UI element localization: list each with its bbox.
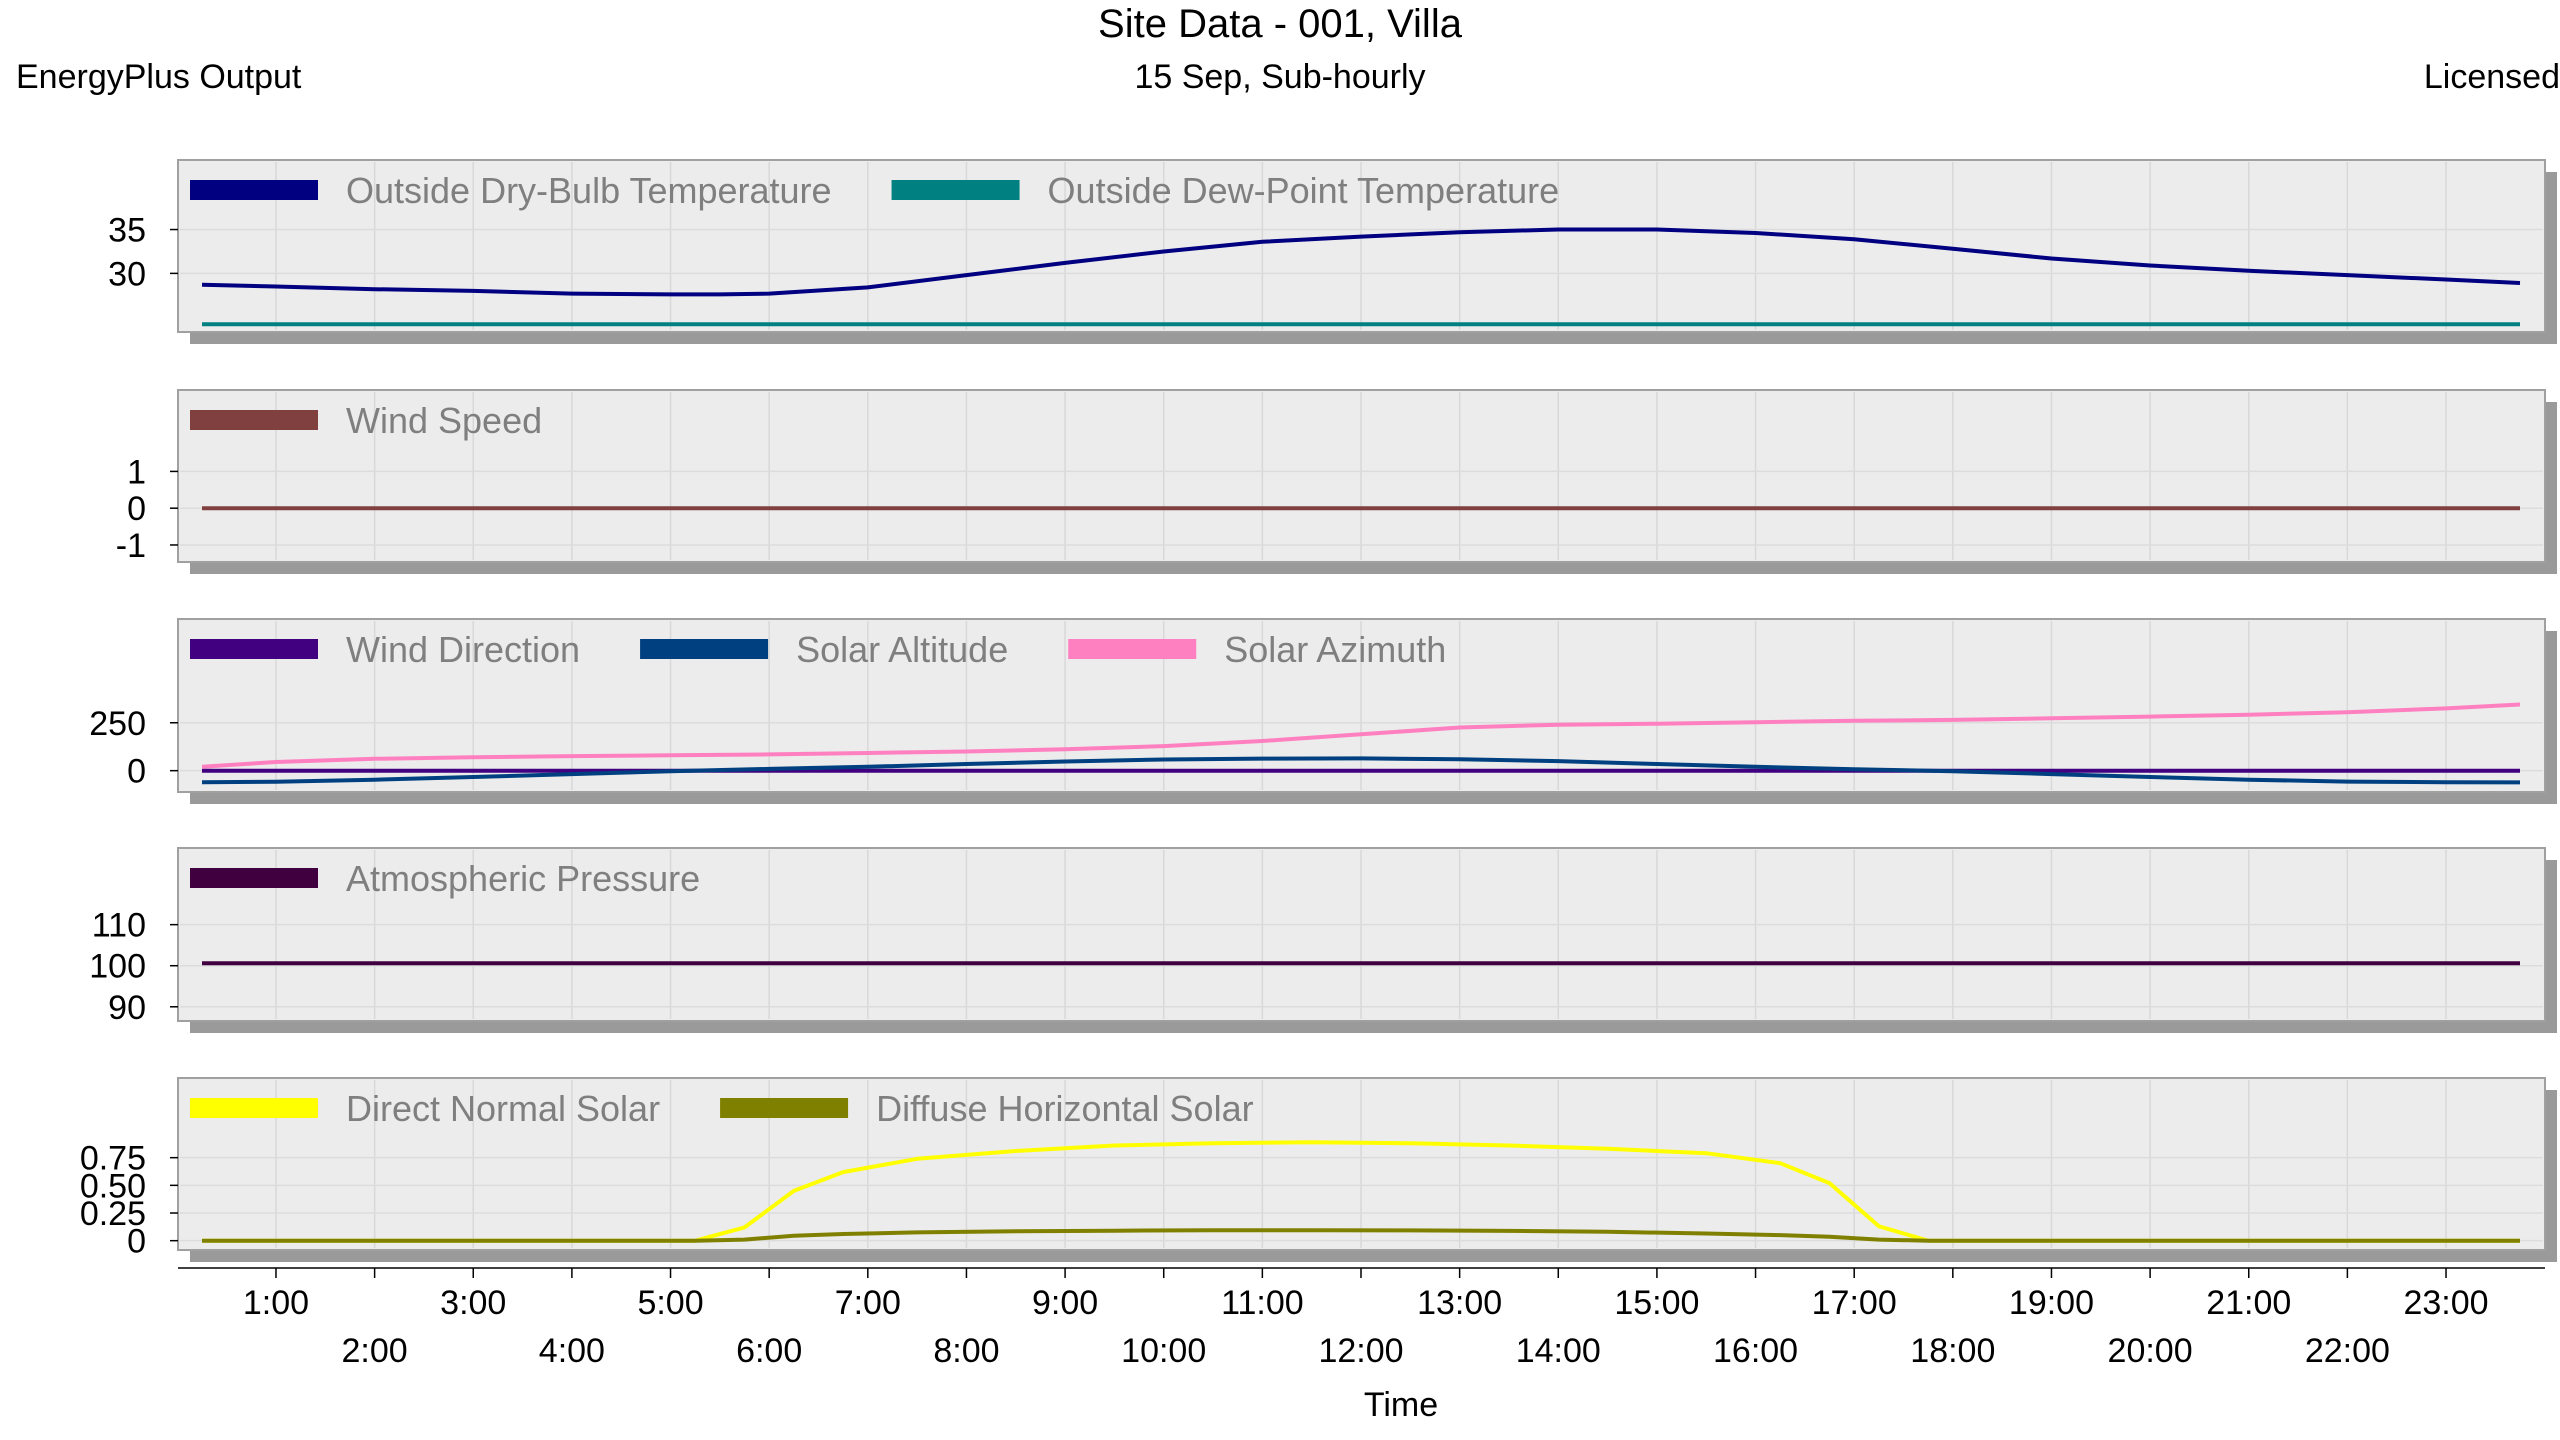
x-axis-title: Time	[1364, 1386, 1438, 1424]
legend-swatch-outside-dry-bulb-temperature	[190, 180, 318, 200]
license-label: Licensed	[2423, 58, 2560, 96]
x-tick-label: 8:00	[933, 1332, 999, 1370]
legend-swatch-outside-dew-point-temperature	[891, 180, 1020, 200]
y-tick-label: 250	[89, 705, 146, 743]
y-tick-label: 0.75	[80, 1140, 146, 1178]
x-tick-label: 7:00	[835, 1284, 901, 1322]
y-tick-label: 0	[127, 1223, 146, 1261]
x-tick-label: 9:00	[1032, 1284, 1098, 1322]
x-tick-label: 21:00	[2206, 1284, 2291, 1322]
legend-swatch-wind-speed	[190, 410, 318, 430]
x-tick-label: 2:00	[342, 1332, 408, 1370]
y-tick-label: 0	[127, 753, 146, 791]
legend-label-outside-dry-bulb-temperature: Outside Dry-Bulb Temperature	[346, 170, 832, 211]
y-tick-label: 0.50	[80, 1167, 146, 1205]
legend-swatch-diffuse-horizontal-solar	[720, 1098, 849, 1118]
y-tick-label: 0	[127, 490, 146, 528]
chart-subtitle: 15 Sep, Sub-hourly	[1134, 58, 1426, 96]
x-tick-label: 15:00	[1614, 1284, 1699, 1322]
x-tick-label: 20:00	[2108, 1332, 2193, 1370]
x-tick-label: 11:00	[1221, 1284, 1304, 1322]
x-tick-label: 16:00	[1713, 1332, 1798, 1370]
x-tick-label: 1:00	[243, 1284, 309, 1322]
x-tick-label: 14:00	[1516, 1332, 1601, 1370]
legend-label-diffuse-horizontal-solar: Diffuse Horizontal Solar	[876, 1088, 1254, 1129]
series-line-solar-altitude	[201, 756, 2521, 785]
y-tick-label: 90	[108, 989, 146, 1027]
x-tick-label: 6:00	[736, 1332, 802, 1370]
x-tick-label: 3:00	[440, 1284, 506, 1322]
x-tick-label: 23:00	[2403, 1284, 2488, 1322]
x-tick-label: 18:00	[1910, 1332, 1995, 1370]
y-tick-label: 110	[92, 907, 146, 945]
x-tick-label: 19:00	[2009, 1284, 2094, 1322]
legend-label-wind-speed: Wind Speed	[346, 400, 542, 441]
x-tick-label: 4:00	[539, 1332, 605, 1370]
legend-label-solar-azimuth: Solar Azimuth	[1224, 629, 1446, 670]
x-tick-label: 12:00	[1318, 1332, 1403, 1370]
legend-swatch-direct-normal-solar	[190, 1098, 318, 1118]
chart-title: Site Data - 001, Villa	[1098, 2, 1462, 46]
output-label: EnergyPlus Output	[16, 58, 302, 96]
legend-label-wind-direction: Wind Direction	[346, 629, 580, 670]
y-tick-label: 30	[108, 255, 146, 293]
x-tick-label: 5:00	[637, 1284, 703, 1322]
series-line-direct-normal-solar	[202, 1140, 2520, 1243]
y-tick-label: 0.25	[80, 1195, 146, 1233]
legend-label-direct-normal-solar: Direct Normal Solar	[346, 1088, 660, 1129]
y-tick-label: -1	[116, 527, 146, 565]
series-line-outside-dry-bulb-temperature	[201, 227, 2521, 297]
legend-swatch-wind-direction	[190, 639, 318, 659]
legend-label-outside-dew-point-temperature: Outside Dew-Point Temperature	[1048, 170, 1560, 211]
legend-swatch-atmospheric-pressure	[190, 868, 318, 888]
x-tick-label: 17:00	[1812, 1284, 1897, 1322]
y-tick-label: 1	[127, 453, 146, 491]
series-line-diffuse-horizontal-solar	[202, 1228, 2520, 1243]
series-line-solar-azimuth	[201, 702, 2521, 769]
legend-label-solar-altitude: Solar Altitude	[796, 629, 1008, 670]
x-tick-label: 13:00	[1417, 1284, 1502, 1322]
y-tick-label: 100	[89, 948, 146, 986]
y-tick-label: 35	[108, 212, 146, 250]
legend-swatch-solar-azimuth	[1068, 639, 1197, 659]
x-tick-label: 10:00	[1121, 1332, 1206, 1370]
legend-swatch-solar-altitude	[640, 639, 769, 659]
legend-label-atmospheric-pressure: Atmospheric Pressure	[346, 858, 700, 899]
x-tick-label: 22:00	[2305, 1332, 2390, 1370]
